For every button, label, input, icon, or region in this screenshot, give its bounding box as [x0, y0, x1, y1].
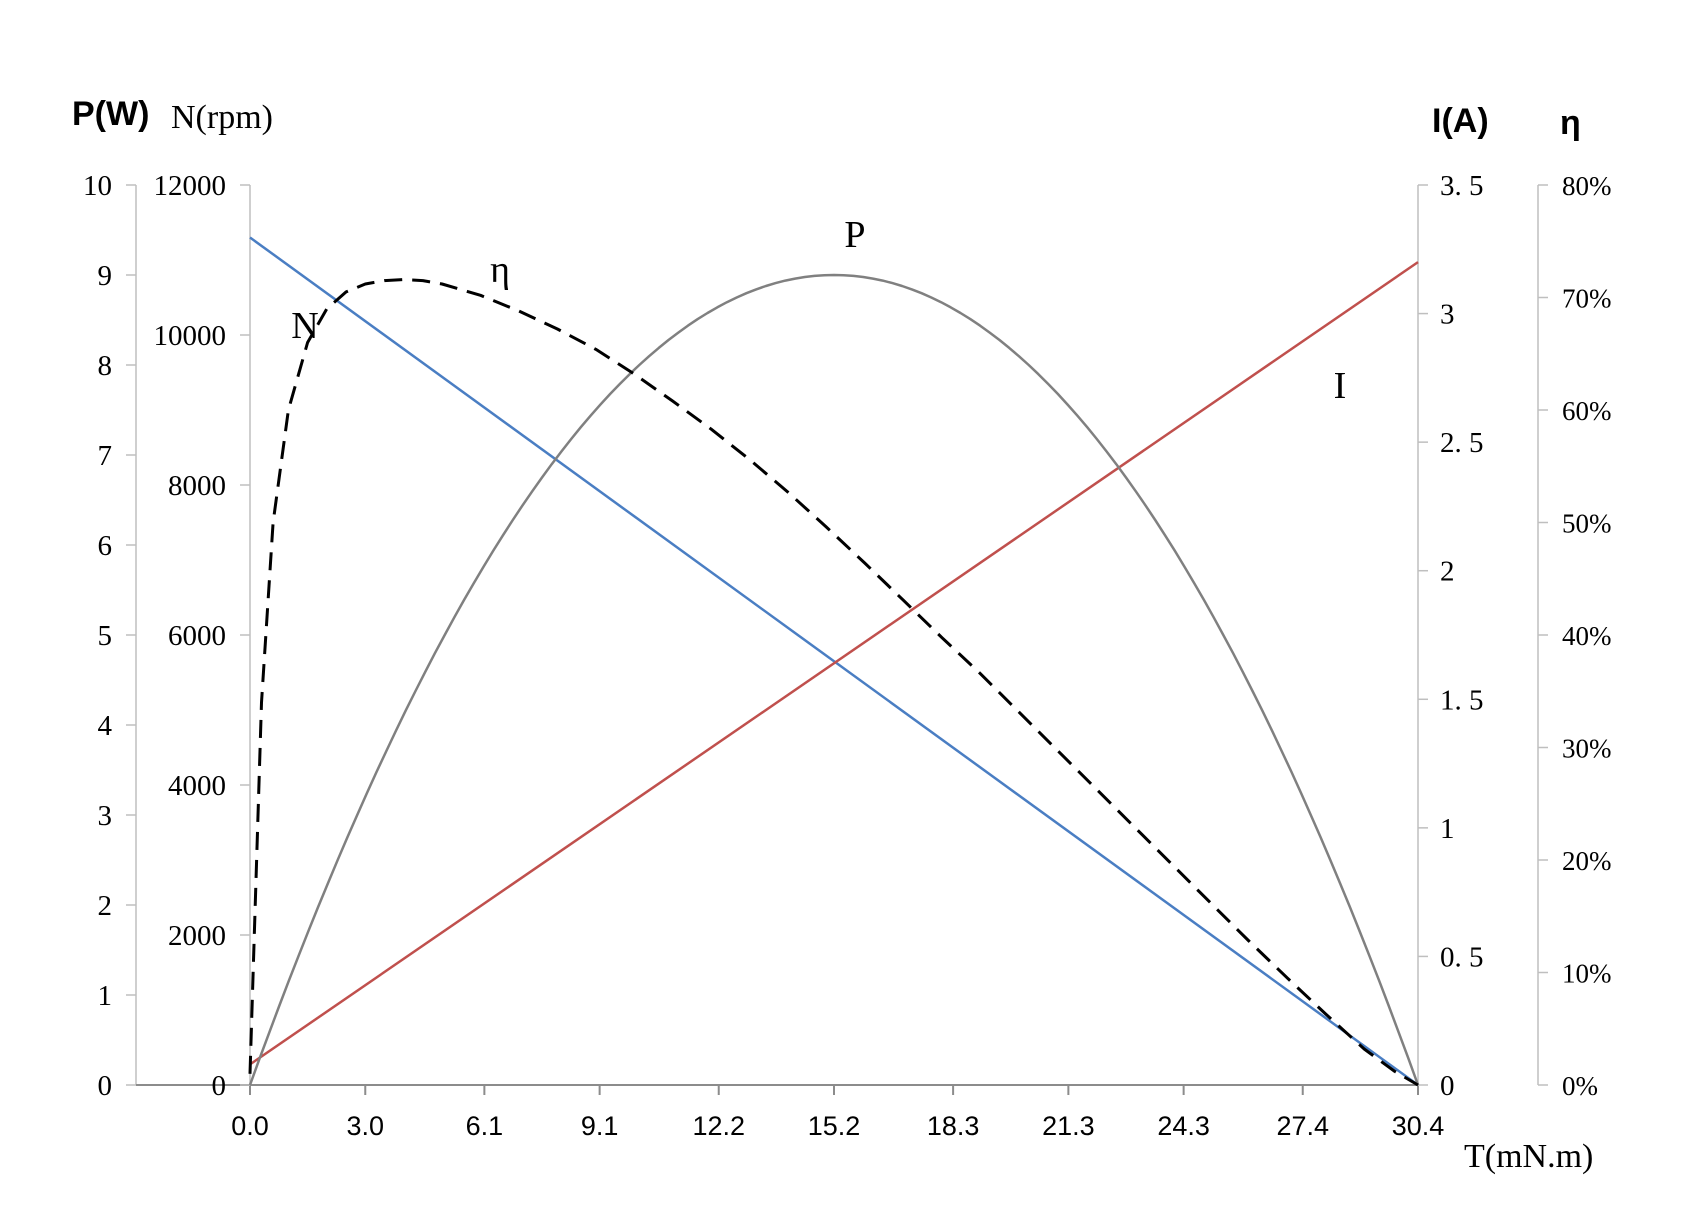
- torque-axis-title: T(mN.m): [1464, 1138, 1593, 1175]
- power-tick-label: 5: [98, 620, 113, 652]
- x-tick-label: 6.1: [466, 1111, 504, 1141]
- series-n-line: [249, 236, 1419, 1087]
- efficiency-tick-label: 20%: [1562, 846, 1612, 876]
- annotation-efficiency: η: [490, 249, 510, 291]
- efficiency-tick-label: 30%: [1562, 734, 1612, 764]
- efficiency-tick-label: 40%: [1562, 621, 1612, 651]
- annotation-p: P: [844, 214, 865, 256]
- power-tick-label: 10: [83, 170, 112, 202]
- current-tick-label: 0: [1440, 1070, 1455, 1102]
- x-tick-label: 15.2: [808, 1111, 861, 1141]
- axis-ticks: 0.0 3.0 6.1 9.1 12.2 15.2 18.3 21.3 24.3 27.4 30.4…: [83, 170, 1612, 1141]
- speed-tick-label: 2000: [168, 920, 226, 952]
- efficiency-axis-title: η: [1560, 104, 1581, 142]
- annotation-i: I: [1334, 365, 1347, 407]
- current-tick-label: 3. 5: [1440, 170, 1484, 202]
- speed-tick-label: 8000: [168, 470, 226, 502]
- efficiency-tick-label: 60%: [1562, 396, 1612, 426]
- current-tick-label: 2: [1440, 556, 1455, 588]
- power-tick-label: 7: [98, 440, 113, 472]
- power-tick-label: 2: [98, 890, 113, 922]
- speed-tick-label: 4000: [168, 770, 226, 802]
- current-tick-label: 1: [1440, 813, 1455, 845]
- x-tick-label: 21.3: [1042, 1111, 1095, 1141]
- speed-axis-title: N(rpm): [171, 99, 273, 136]
- power-tick-label: 3: [98, 800, 113, 832]
- x-tick-label: 3.0: [346, 1111, 384, 1141]
- power-axis-title: P(W): [72, 95, 149, 133]
- annotation-n: N: [291, 305, 318, 347]
- speed-tick-label: 10000: [154, 320, 227, 352]
- power-tick-label: 9: [98, 260, 113, 292]
- x-tick-label: 24.3: [1157, 1111, 1210, 1141]
- power-tick-label: 0: [98, 1070, 113, 1102]
- x-tick-label: 30.4: [1392, 1111, 1445, 1141]
- efficiency-tick-label: 70%: [1562, 284, 1612, 314]
- series-lines: [248, 236, 1420, 1087]
- x-tick-label: 12.2: [692, 1111, 745, 1141]
- x-tick-label: 18.3: [927, 1111, 980, 1141]
- current-tick-label: 1. 5: [1440, 684, 1484, 716]
- speed-tick-label: 6000: [168, 620, 226, 652]
- x-tick-label: 27.4: [1276, 1111, 1329, 1141]
- efficiency-tick-label: 0%: [1562, 1071, 1598, 1101]
- current-tick-label: 2. 5: [1440, 427, 1484, 459]
- speed-tick-label: 12000: [154, 170, 227, 202]
- efficiency-tick-label: 50%: [1562, 509, 1612, 539]
- speed-tick-label: 0: [212, 1070, 227, 1102]
- series-efficiency-line: [248, 278, 1419, 1087]
- series-i-line: [249, 261, 1419, 1066]
- current-tick-label: 3: [1440, 299, 1455, 331]
- current-tick-label: 0. 5: [1440, 941, 1484, 973]
- power-tick-label: 6: [98, 530, 113, 562]
- power-tick-label: 4: [98, 710, 113, 742]
- x-tick-label: 9.1: [581, 1111, 619, 1141]
- x-tick-label: 0.0: [231, 1111, 269, 1141]
- series-p-line: [248, 273, 1420, 1086]
- power-tick-label: 1: [98, 980, 113, 1012]
- power-tick-label: 8: [98, 350, 113, 382]
- current-axis-title: I(A): [1432, 102, 1489, 140]
- efficiency-tick-label: 10%: [1562, 959, 1612, 989]
- series-annotations: Nη P I: [291, 214, 1346, 407]
- efficiency-tick-label: 80%: [1562, 171, 1612, 201]
